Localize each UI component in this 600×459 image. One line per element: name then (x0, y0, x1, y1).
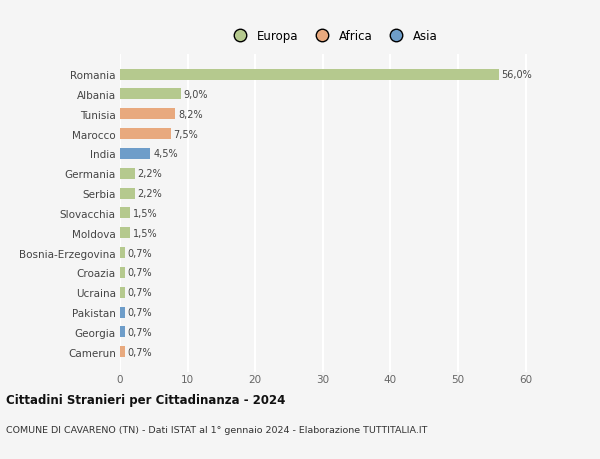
Bar (120, 208, 130, 219)
Bar (120, 307, 125, 318)
Text: 0,7%: 0,7% (127, 327, 152, 337)
Bar (120, 188, 135, 199)
Text: 0,7%: 0,7% (127, 288, 152, 297)
Text: 7,5%: 7,5% (173, 129, 198, 139)
Text: 1,5%: 1,5% (133, 208, 157, 218)
Text: 1,5%: 1,5% (133, 228, 157, 238)
Bar (120, 168, 135, 179)
Bar (120, 267, 125, 278)
Text: 4,5%: 4,5% (153, 149, 178, 159)
Bar (120, 69, 499, 80)
Bar (120, 327, 125, 338)
Legend: Europa, Africa, Asia: Europa, Africa, Asia (225, 26, 441, 46)
Text: 9,0%: 9,0% (184, 90, 208, 100)
Text: 0,7%: 0,7% (127, 347, 152, 357)
Text: 0,7%: 0,7% (127, 308, 152, 317)
Bar (120, 347, 125, 358)
Bar (120, 287, 125, 298)
Text: 2,2%: 2,2% (137, 169, 163, 179)
Bar (120, 129, 171, 140)
Text: 2,2%: 2,2% (137, 189, 163, 199)
Bar (120, 149, 151, 160)
Text: 0,7%: 0,7% (127, 248, 152, 258)
Bar (120, 247, 125, 258)
Text: 0,7%: 0,7% (127, 268, 152, 278)
Bar (120, 109, 175, 120)
Text: 56,0%: 56,0% (502, 70, 532, 80)
Bar (120, 228, 130, 239)
Text: 8,2%: 8,2% (178, 110, 203, 119)
Text: Cittadini Stranieri per Cittadinanza - 2024: Cittadini Stranieri per Cittadinanza - 2… (6, 393, 286, 406)
Text: COMUNE DI CAVARENO (TN) - Dati ISTAT al 1° gennaio 2024 - Elaborazione TUTTITALI: COMUNE DI CAVARENO (TN) - Dati ISTAT al … (6, 425, 427, 434)
Bar (120, 89, 181, 100)
